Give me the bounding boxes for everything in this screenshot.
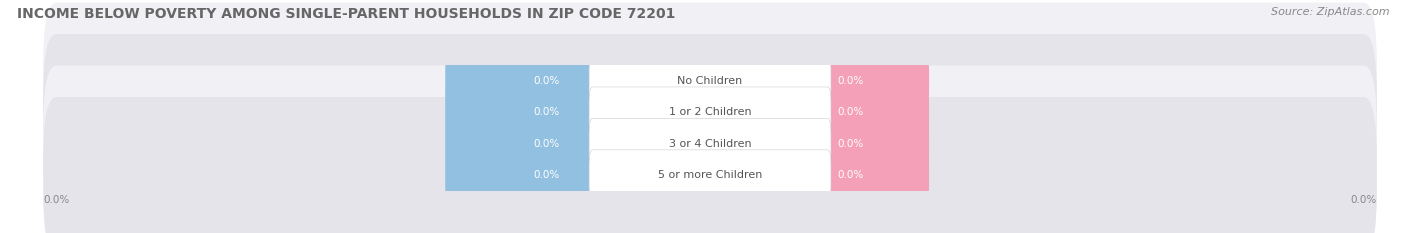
- Text: INCOME BELOW POVERTY AMONG SINGLE-PARENT HOUSEHOLDS IN ZIP CODE 72201: INCOME BELOW POVERTY AMONG SINGLE-PARENT…: [17, 7, 675, 21]
- Text: 0.0%: 0.0%: [838, 139, 863, 149]
- FancyBboxPatch shape: [772, 118, 929, 169]
- FancyBboxPatch shape: [44, 97, 1376, 233]
- Text: 0.0%: 0.0%: [838, 107, 863, 117]
- FancyBboxPatch shape: [589, 118, 831, 169]
- FancyBboxPatch shape: [772, 150, 929, 201]
- Text: 1 or 2 Children: 1 or 2 Children: [669, 107, 751, 117]
- Text: 0.0%: 0.0%: [533, 107, 560, 117]
- FancyBboxPatch shape: [446, 150, 648, 201]
- Text: No Children: No Children: [678, 76, 742, 86]
- Text: 0.0%: 0.0%: [838, 76, 863, 86]
- FancyBboxPatch shape: [446, 55, 648, 106]
- FancyBboxPatch shape: [44, 34, 1376, 191]
- Text: 0.0%: 0.0%: [533, 76, 560, 86]
- Text: 5 or more Children: 5 or more Children: [658, 170, 762, 180]
- Text: 3 or 4 Children: 3 or 4 Children: [669, 139, 751, 149]
- Text: Source: ZipAtlas.com: Source: ZipAtlas.com: [1271, 7, 1389, 17]
- FancyBboxPatch shape: [446, 118, 648, 169]
- FancyBboxPatch shape: [772, 87, 929, 138]
- FancyBboxPatch shape: [589, 87, 831, 138]
- FancyBboxPatch shape: [772, 55, 929, 106]
- Text: 0.0%: 0.0%: [533, 139, 560, 149]
- FancyBboxPatch shape: [446, 87, 648, 138]
- FancyBboxPatch shape: [589, 55, 831, 106]
- FancyBboxPatch shape: [44, 65, 1376, 222]
- Text: 0.0%: 0.0%: [533, 170, 560, 180]
- FancyBboxPatch shape: [589, 150, 831, 201]
- FancyBboxPatch shape: [44, 3, 1376, 159]
- Text: 0.0%: 0.0%: [838, 170, 863, 180]
